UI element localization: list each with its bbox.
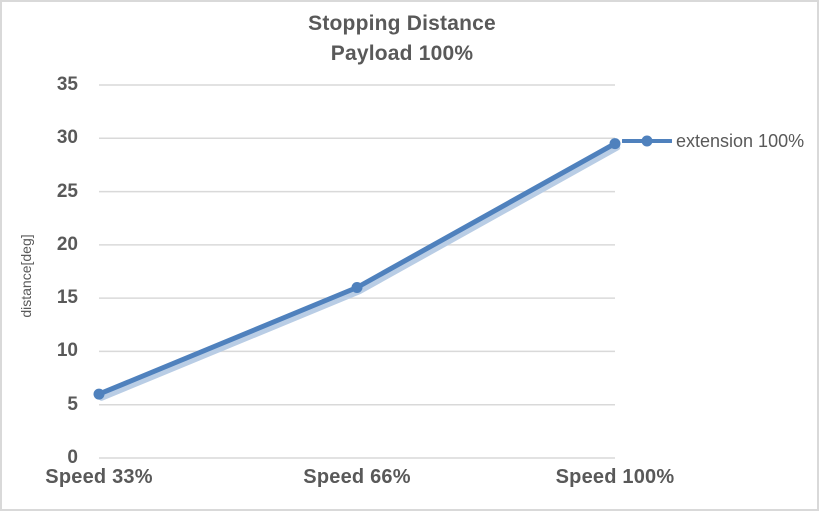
data-point-marker [93, 388, 105, 400]
chart-title-line1: Stopping Distance [308, 12, 496, 35]
x-axis-label: Speed 33% [45, 466, 153, 488]
y-tick-label: 35 [56, 74, 78, 95]
x-axis-label: Speed 100% [555, 466, 675, 488]
y-tick-label: 10 [56, 340, 78, 362]
x-axis-label: Speed 66% [303, 466, 411, 488]
chart-title-line2: Payload 100% [330, 42, 474, 65]
y-tick-label: 0 [67, 447, 78, 468]
chart-title: Stopping Distance Payload 100% [2, 9, 802, 69]
y-tick-label: 15 [56, 287, 78, 309]
y-tick-label: 25 [56, 180, 78, 202]
legend-entry-label: extension 100% [676, 130, 805, 151]
y-tick-label: 30 [56, 127, 78, 149]
legend-marker-icon [622, 135, 672, 147]
legend: extension 100% [622, 129, 804, 153]
data-point-marker [609, 138, 621, 150]
y-tick-label: 20 [56, 233, 78, 255]
data-point-marker [351, 282, 363, 293]
y-tick-label: 5 [67, 393, 78, 415]
series-line [96, 141, 618, 397]
